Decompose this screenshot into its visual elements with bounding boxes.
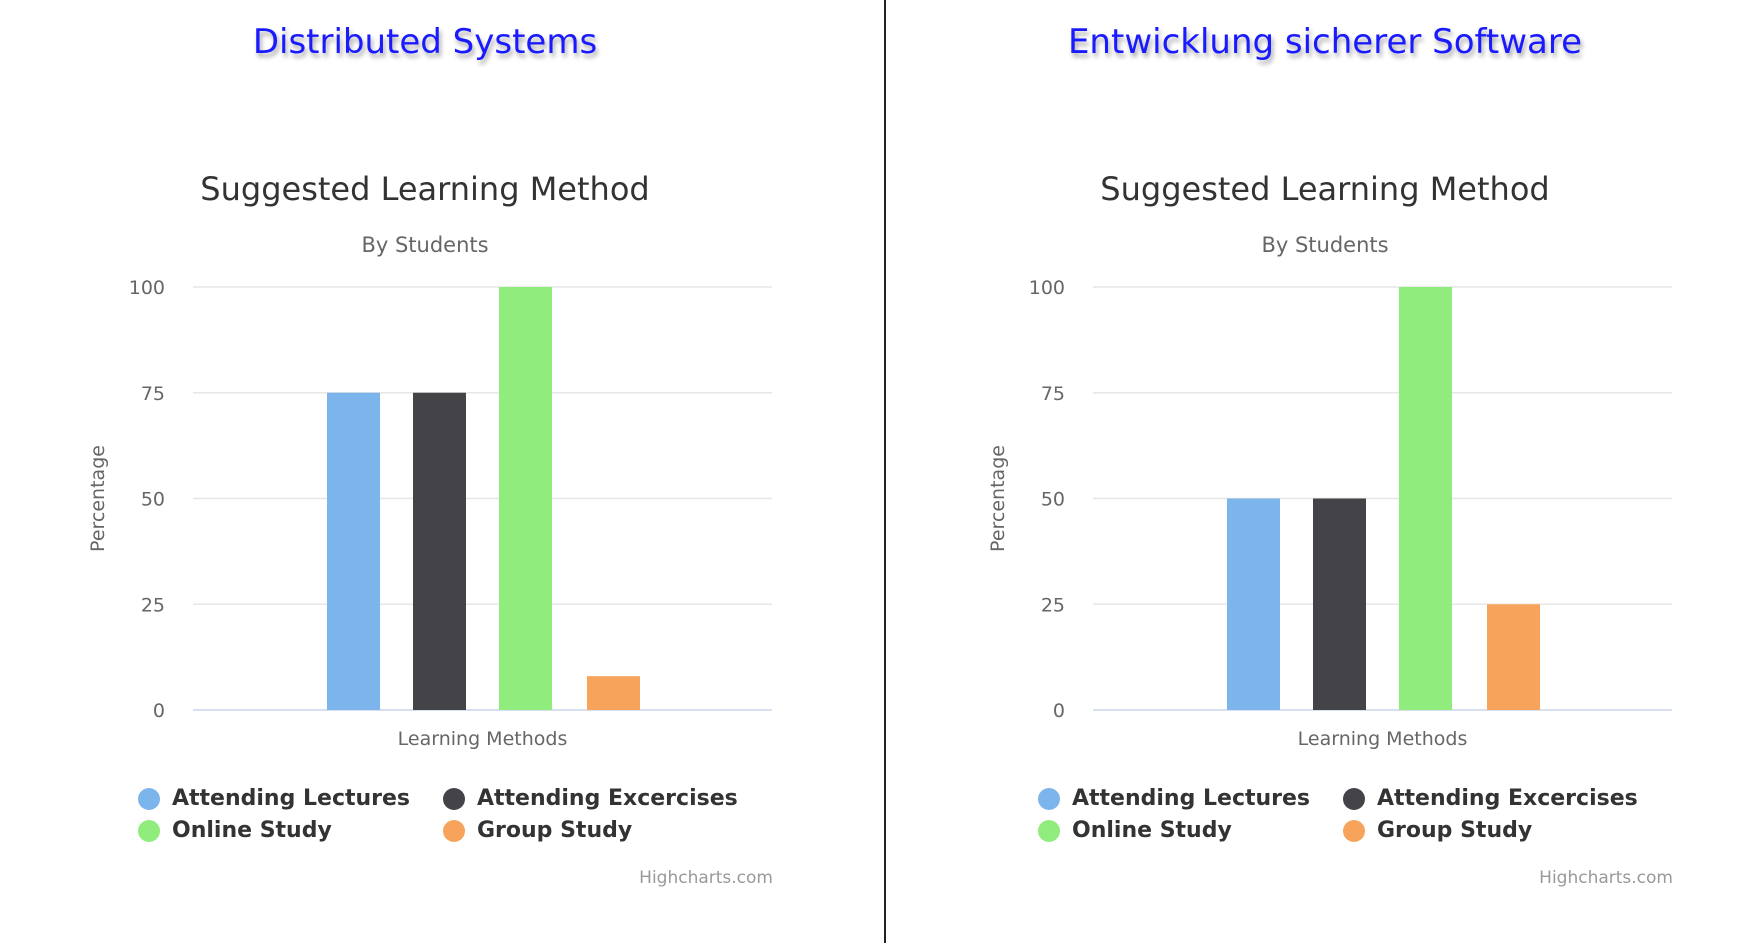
bar-group-study[interactable] <box>1487 604 1540 710</box>
legend-label: Group Study <box>1377 818 1533 843</box>
legend-label: Attending Lectures <box>172 786 411 811</box>
y-tick-label: 75 <box>1041 383 1065 405</box>
x-axis-label: Learning Methods <box>398 728 568 750</box>
chart-title: Suggested Learning Method <box>1100 170 1550 208</box>
legend-label: Attending Lectures <box>1072 786 1311 811</box>
legend-item-group-study[interactable]: Group Study <box>1343 818 1532 843</box>
legend-marker-icon <box>443 819 465 842</box>
legend-marker-icon <box>1038 819 1060 842</box>
y-tick-label: 75 <box>141 383 165 405</box>
y-tick-label: 50 <box>141 489 165 511</box>
bar-attending-excercises[interactable] <box>1313 498 1366 711</box>
y-tick-label: 0 <box>153 700 165 722</box>
legend-item-online-study[interactable]: Online Study <box>138 818 332 843</box>
legend-marker-icon <box>443 787 465 810</box>
course-title: Entwicklung sicherer Software <box>1067 22 1583 62</box>
course-title: Distributed Systems <box>252 22 598 62</box>
chart-panel-entwicklung-sicherer-software: Entwicklung sicherer Software Suggested … <box>900 0 1741 943</box>
highcharts-credits-link[interactable]: Highcharts.com <box>639 868 773 888</box>
legend-item-attending-lectures[interactable]: Attending Lectures <box>138 786 410 811</box>
chart-title: Suggested Learning Method <box>200 170 650 208</box>
chart-subtitle: By Students <box>1261 233 1389 257</box>
legend-item-attending-excercises[interactable]: Attending Excercises <box>1343 786 1638 811</box>
y-tick-label: 100 <box>1029 277 1065 299</box>
legend-item-group-study[interactable]: Group Study <box>443 818 632 843</box>
y-tick-label: 0 <box>1053 700 1065 722</box>
bar-online-study[interactable] <box>1399 287 1452 710</box>
bar-group-study[interactable] <box>587 676 640 710</box>
legend-marker-icon <box>1038 787 1060 810</box>
chart-subtitle: By Students <box>361 233 489 257</box>
bar-attending-lectures[interactable] <box>327 392 380 710</box>
y-tick-label: 25 <box>1041 594 1065 616</box>
legend-label: Attending Excercises <box>1377 786 1638 811</box>
chart-panel-distributed-systems: Distributed Systems Suggested Learning M… <box>0 0 870 943</box>
legend-marker-icon <box>138 819 160 842</box>
legend-item-attending-excercises[interactable]: Attending Excercises <box>443 786 738 811</box>
legend-item-online-study[interactable]: Online Study <box>1038 818 1232 843</box>
highcharts-credits-link[interactable]: Highcharts.com <box>1539 868 1673 888</box>
legend-marker-icon <box>1343 819 1365 842</box>
panel-divider <box>884 0 886 943</box>
legend-label: Group Study <box>477 818 633 843</box>
bar-attending-excercises[interactable] <box>413 392 466 710</box>
y-tick-label: 25 <box>141 594 165 616</box>
bar-chart-plot: 0 25 50 75 100 Percentage Learning Methods <box>87 277 772 750</box>
legend-marker-icon <box>1343 787 1365 810</box>
legend-label: Online Study <box>1072 818 1232 843</box>
bar-online-study[interactable] <box>499 287 552 710</box>
x-axis-label: Learning Methods <box>1298 728 1468 750</box>
bar-attending-lectures[interactable] <box>1227 498 1280 711</box>
y-tick-label: 50 <box>1041 489 1065 511</box>
legend-label: Attending Excercises <box>477 786 738 811</box>
legend-label: Online Study <box>172 818 332 843</box>
y-axis-label: Percentage <box>987 445 1009 552</box>
y-axis-label: Percentage <box>87 445 109 552</box>
legend-marker-icon <box>138 787 160 810</box>
legend-item-attending-lectures[interactable]: Attending Lectures <box>1038 786 1310 811</box>
y-tick-label: 100 <box>129 277 165 299</box>
bar-chart-plot: 0 25 50 75 100 Percentage Learning Methods <box>987 277 1672 750</box>
